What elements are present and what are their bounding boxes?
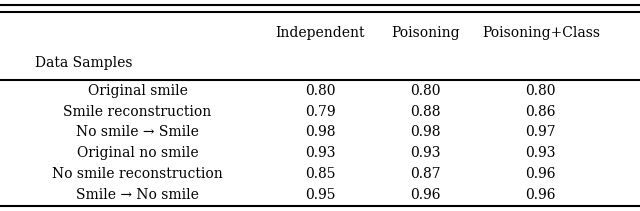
Text: 0.96: 0.96 (410, 188, 441, 202)
Text: No smile reconstruction: No smile reconstruction (52, 167, 223, 181)
Text: No smile → Smile: No smile → Smile (76, 126, 199, 139)
Text: 0.96: 0.96 (525, 188, 556, 202)
Text: 0.98: 0.98 (305, 126, 335, 139)
Text: 0.93: 0.93 (525, 146, 556, 160)
Text: 0.93: 0.93 (305, 146, 335, 160)
Text: Smile reconstruction: Smile reconstruction (63, 105, 212, 119)
Text: 0.95: 0.95 (305, 188, 335, 202)
Text: 0.98: 0.98 (410, 126, 441, 139)
Text: Poisoning: Poisoning (391, 26, 460, 40)
Text: Smile → No smile: Smile → No smile (76, 188, 199, 202)
Text: 0.97: 0.97 (525, 126, 556, 139)
Text: 0.80: 0.80 (525, 84, 556, 98)
Text: 0.80: 0.80 (410, 84, 441, 98)
Text: 0.85: 0.85 (305, 167, 335, 181)
Text: 0.80: 0.80 (305, 84, 335, 98)
Text: 0.96: 0.96 (525, 167, 556, 181)
Text: Data Samples: Data Samples (35, 56, 132, 70)
Text: Poisoning+Class: Poisoning+Class (482, 26, 600, 40)
Text: 0.87: 0.87 (410, 167, 441, 181)
Text: 0.88: 0.88 (410, 105, 441, 119)
Text: 0.79: 0.79 (305, 105, 335, 119)
Text: 0.93: 0.93 (410, 146, 441, 160)
Text: 0.86: 0.86 (525, 105, 556, 119)
Text: Independent: Independent (275, 26, 365, 40)
Text: Original smile: Original smile (88, 84, 188, 98)
Text: Original no smile: Original no smile (77, 146, 198, 160)
